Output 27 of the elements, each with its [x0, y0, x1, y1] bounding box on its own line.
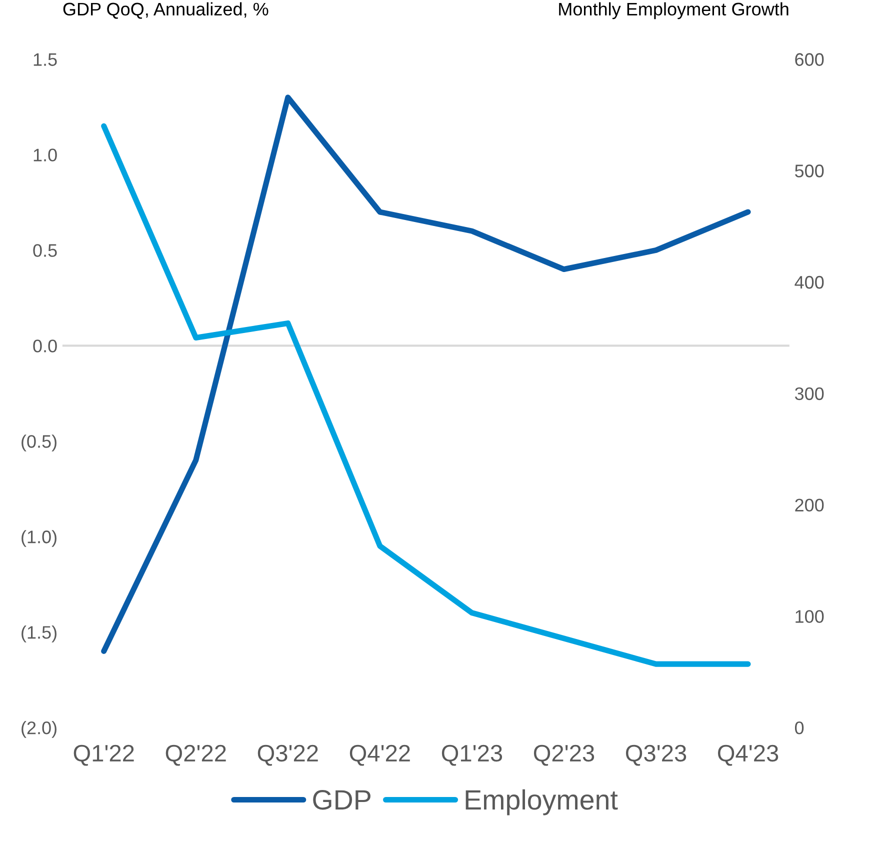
y-tick-label: (1.0) [22, 530, 56, 547]
y-axis-title: GDP QoQ, Annualized, % [63, 2, 268, 19]
y-tick-label: 1.5 [34, 53, 57, 66]
y-tick-label: (2.0) [22, 721, 56, 738]
y-tick-label: 0.5 [33, 244, 57, 257]
legend-label: GDP [313, 790, 370, 810]
y-tick-label: 0.0 [33, 340, 57, 352]
y2-tick-label: 0 [794, 721, 804, 734]
y2-tick-label: 300 [794, 387, 824, 400]
y2-tick-label: 500 [795, 164, 824, 178]
y2-tick-label: 400 [794, 276, 824, 289]
x-tick-label: Q3'22 [258, 744, 318, 766]
legend-label: Employment [466, 789, 618, 816]
x-tick-label: Q3'23 [626, 744, 686, 766]
y2-tick-label: 100 [796, 610, 824, 623]
x-tick-label: Q4'23 [718, 744, 778, 766]
y2-tick-label: 200 [795, 498, 824, 512]
x-tick-label: Q2'22 [166, 744, 226, 766]
y2-axis-title: Monthly Employment Growth [559, 2, 788, 20]
y-tick-label: 1.0 [34, 148, 57, 162]
y-tick-label: (0.5) [22, 434, 56, 452]
x-tick-label: Q1'22 [74, 744, 134, 766]
x-tick-label: Q1'23 [442, 744, 502, 766]
x-tick-label: Q2'23 [534, 744, 594, 766]
x-tick-label: Q4'22 [350, 744, 410, 766]
y-tick-label: (1.5) [22, 626, 56, 642]
y2-tick-label: 600 [795, 53, 824, 66]
